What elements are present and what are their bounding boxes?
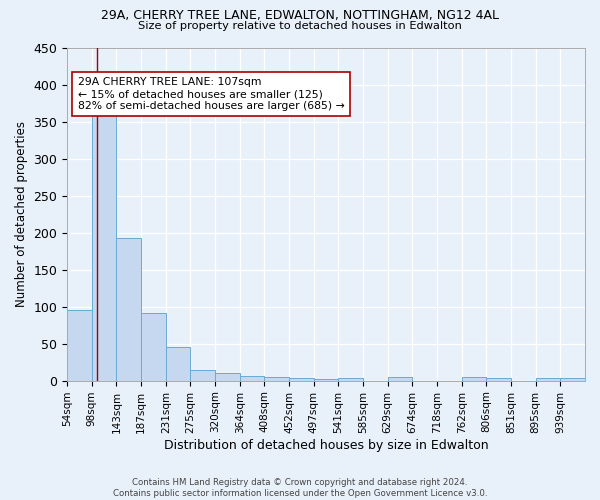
Bar	[166, 348, 190, 380]
Bar	[462, 377, 487, 380]
Bar	[92, 112, 116, 380]
Bar	[388, 377, 412, 380]
Bar	[487, 378, 511, 380]
Bar	[289, 378, 314, 380]
Text: 29A, CHERRY TREE LANE, EDWALTON, NOTTINGHAM, NG12 4AL: 29A, CHERRY TREE LANE, EDWALTON, NOTTING…	[101, 9, 499, 22]
Bar	[560, 378, 585, 380]
Bar	[338, 378, 363, 380]
Text: Size of property relative to detached houses in Edwalton: Size of property relative to detached ho…	[138, 21, 462, 31]
Bar	[116, 238, 141, 380]
Bar	[67, 310, 92, 380]
Bar	[240, 376, 265, 380]
Text: Contains HM Land Registry data © Crown copyright and database right 2024.
Contai: Contains HM Land Registry data © Crown c…	[113, 478, 487, 498]
Bar	[536, 378, 560, 380]
Bar	[215, 374, 240, 380]
Bar	[141, 312, 166, 380]
Bar	[190, 370, 215, 380]
Text: 29A CHERRY TREE LANE: 107sqm
← 15% of detached houses are smaller (125)
82% of s: 29A CHERRY TREE LANE: 107sqm ← 15% of de…	[77, 78, 344, 110]
X-axis label: Distribution of detached houses by size in Edwalton: Distribution of detached houses by size …	[164, 440, 488, 452]
Bar	[265, 377, 289, 380]
Y-axis label: Number of detached properties: Number of detached properties	[15, 121, 28, 307]
Bar	[314, 379, 338, 380]
